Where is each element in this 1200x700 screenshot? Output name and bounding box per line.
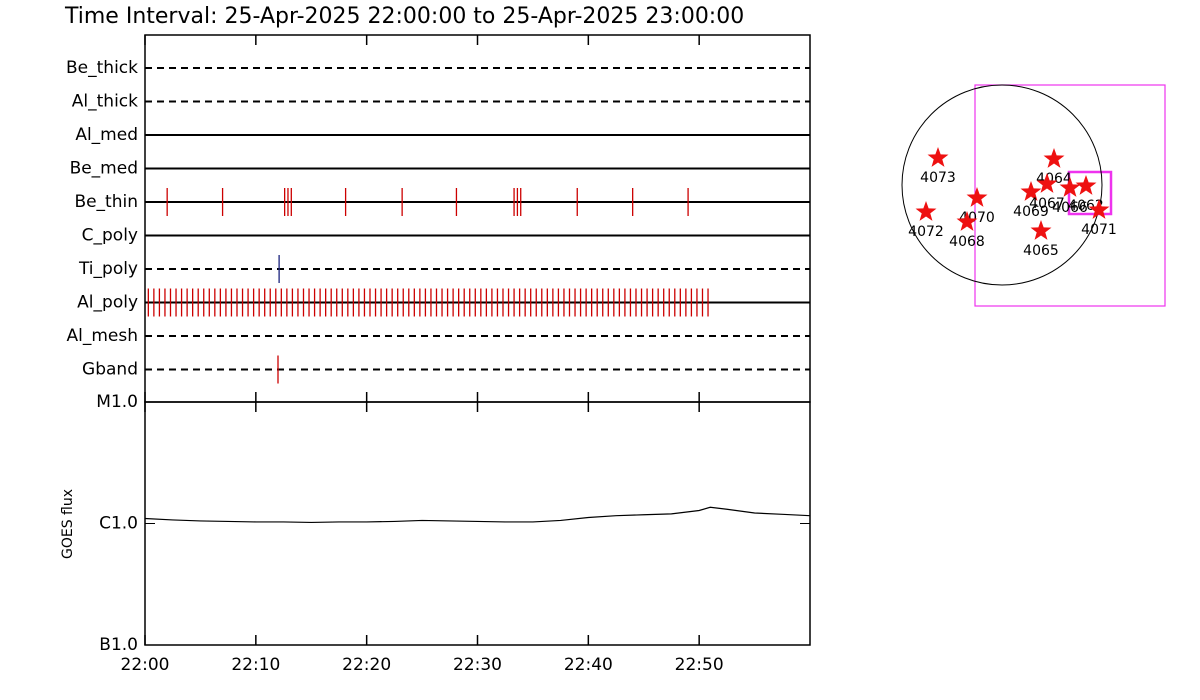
filter-label: Be_thin	[74, 192, 138, 212]
filter-label: Al_thick	[72, 92, 138, 112]
y-tick-label: M1.0	[96, 392, 138, 412]
active-region-label: 4066	[1052, 200, 1088, 216]
x-tick-label: 22:20	[342, 655, 391, 675]
solar-disk	[901, 84, 1103, 286]
x-tick-label: 22:40	[564, 655, 613, 675]
y-tick-label: C1.0	[99, 514, 138, 534]
active-region-star	[1088, 199, 1110, 219]
active-region-star	[1059, 177, 1081, 197]
x-tick-label: 22:00	[121, 655, 170, 675]
filter-label: Al_mesh	[66, 326, 138, 346]
filter-label: Al_med	[75, 125, 138, 145]
y-tick-label: B1.0	[99, 635, 138, 655]
x-tick-label: 22:50	[675, 655, 724, 675]
filter-label: Al_poly	[77, 293, 138, 313]
y-axis-label: GOES flux	[60, 489, 76, 559]
active-region-star	[956, 211, 978, 231]
filter-label: Ti_poly	[78, 259, 138, 279]
active-region-star	[966, 187, 988, 207]
active-region-label: 4071	[1081, 222, 1117, 238]
active-region-label: 4067	[1029, 196, 1065, 212]
chart-title: Time Interval: 25-Apr-2025 22:00:00 to 2…	[64, 4, 744, 29]
filter-label: Be_med	[70, 159, 138, 179]
active-region-label: 4068	[949, 234, 985, 250]
active-region-star	[1030, 220, 1052, 240]
active-region-star	[1075, 175, 1097, 195]
x-tick-label: 22:30	[453, 655, 502, 675]
goes-curve	[144, 506, 811, 524]
active-region-label: 4069	[1013, 204, 1049, 220]
goes-frame	[144, 401, 811, 646]
active-region-star	[915, 201, 937, 221]
x-tick-label: 22:10	[231, 655, 280, 675]
active-region-star	[927, 147, 949, 167]
active-region-star	[1043, 148, 1065, 168]
filter-label: C_poly	[82, 226, 138, 246]
active-region-label: 4072	[908, 224, 944, 240]
active-region-label: 4065	[1023, 243, 1059, 259]
filter-label: Be_thick	[66, 58, 138, 78]
active-region-star	[1036, 173, 1058, 193]
active-region-label: 4073	[920, 170, 956, 186]
active-region-star	[1020, 181, 1042, 201]
timeline-frame	[144, 34, 811, 403]
filter-label: Gband	[82, 360, 138, 380]
